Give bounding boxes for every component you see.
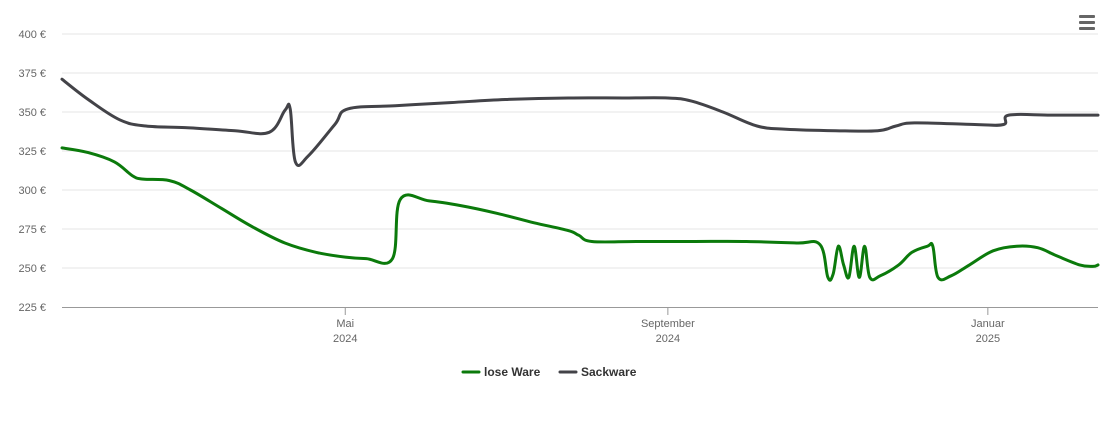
- hamburger-menu-icon: [1079, 14, 1095, 18]
- y-tick-label: 225 €: [18, 302, 46, 314]
- y-tick-label: 275 €: [18, 224, 46, 236]
- x-axis: Mai 2024 September 2024 Januar 2025: [62, 307, 1098, 345]
- x-tick-label: Januar: [971, 318, 1005, 330]
- y-tick-label: 375 €: [18, 68, 46, 80]
- x-tick-year: 2024: [656, 333, 680, 345]
- y-tick-label: 400 €: [18, 29, 46, 41]
- grid-lines: [62, 33, 1098, 269]
- chart-menu-button[interactable]: [1074, 10, 1100, 34]
- series-line-lose-ware[interactable]: [60, 146, 1100, 282]
- x-tick-label: Mai: [336, 318, 354, 330]
- legend-label: lose Ware: [484, 365, 541, 379]
- y-axis-labels: 225 € 250 € 275 € 300 € 325 € 350 € 375 € 400 €: [18, 29, 46, 314]
- x-tick-year: 2025: [976, 333, 1000, 345]
- legend: lose Ware Sackware: [461, 365, 637, 379]
- y-tick-label: 250 €: [18, 263, 46, 275]
- legend-label: Sackware: [581, 365, 637, 379]
- hamburger-menu-icon-bar: [1079, 26, 1095, 30]
- x-tick-year: 2024: [333, 333, 357, 345]
- y-tick-label: 350 €: [18, 107, 46, 119]
- x-tick-label: September: [641, 318, 695, 330]
- series-line-sackware[interactable]: [60, 77, 1100, 167]
- y-tick-label: 300 €: [18, 185, 46, 197]
- series-lines: [60, 77, 1100, 282]
- legend-item[interactable]: Sackware: [558, 365, 637, 379]
- y-tick-label: 325 €: [18, 146, 46, 158]
- legend-item[interactable]: lose Ware: [461, 365, 541, 379]
- hamburger-menu-icon-bar: [1079, 20, 1095, 24]
